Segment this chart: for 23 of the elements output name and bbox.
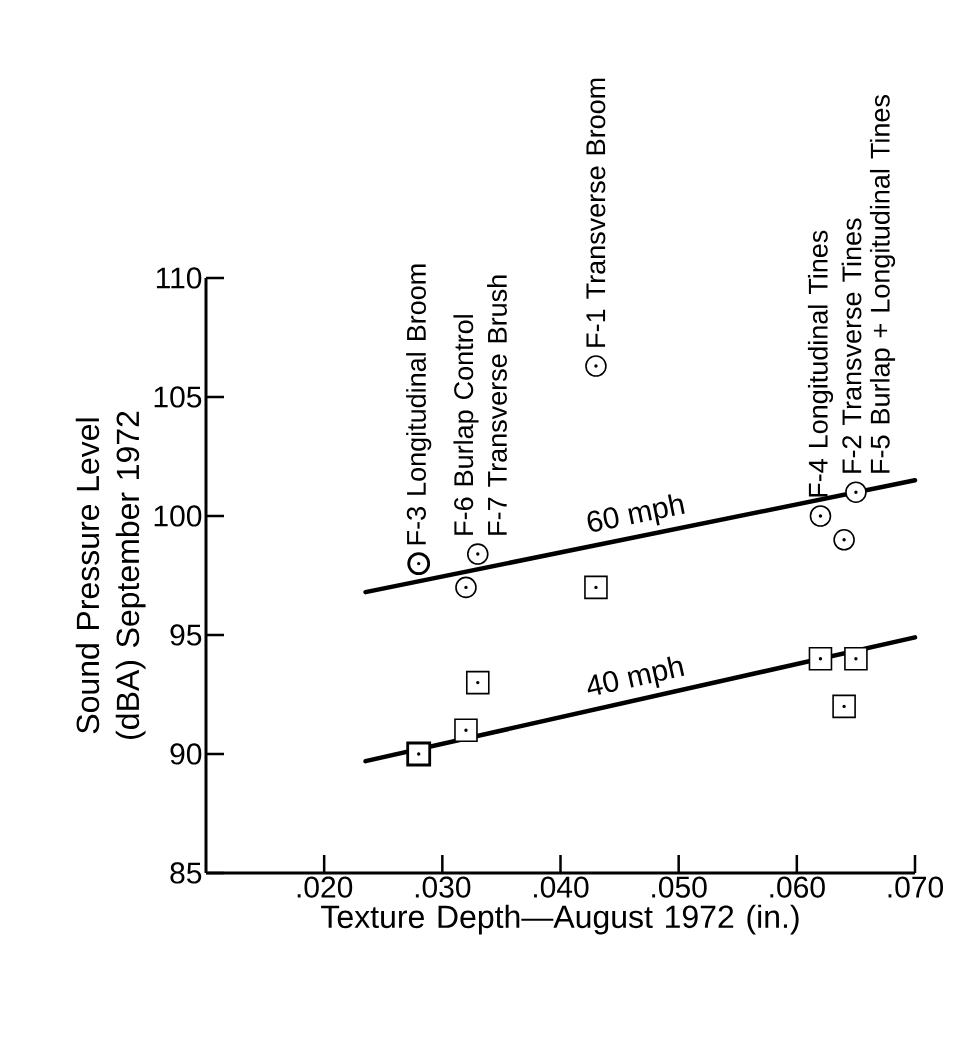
x-tick-label: .070	[888, 876, 944, 898]
x-tick-label: .050	[652, 876, 707, 898]
x-tick-label: .030	[415, 876, 471, 898]
x-tick-label: .060	[770, 876, 825, 898]
y-tick-label: 110	[156, 267, 202, 289]
y-tick-label: 85	[170, 862, 202, 884]
text: 60 mph	[587, 494, 685, 532]
annotation: F-2 Transverse Tines	[841, 218, 862, 473]
x-tick-label: .020	[297, 876, 353, 898]
y-tick-label: 90	[170, 743, 202, 765]
y-tick-label: 105	[154, 386, 202, 408]
x-tick-label: .040	[534, 876, 589, 898]
x-axis-title: Texture Depth—August 1972 (in.)	[321, 904, 799, 935]
y-tick-label: 95	[170, 624, 202, 646]
y-axis-title: Sound Pressure Level (dBA) September 1972	[75, 411, 146, 739]
annotation: F-4 Longitudinal Tines	[807, 230, 834, 497]
annotation: F-1 Transverse Broom	[586, 78, 606, 347]
annotation: F-7 Transverse Brush	[487, 275, 507, 535]
annotation: F-5 Burlap + Longitudinal Tines	[869, 95, 896, 473]
annotation: F-3 Longitudinal Broom	[406, 264, 432, 545]
y-tick-label: 100	[154, 505, 202, 527]
annotation: F-6 Burlap Control	[453, 315, 479, 535]
text: 40 mph	[587, 656, 685, 695]
